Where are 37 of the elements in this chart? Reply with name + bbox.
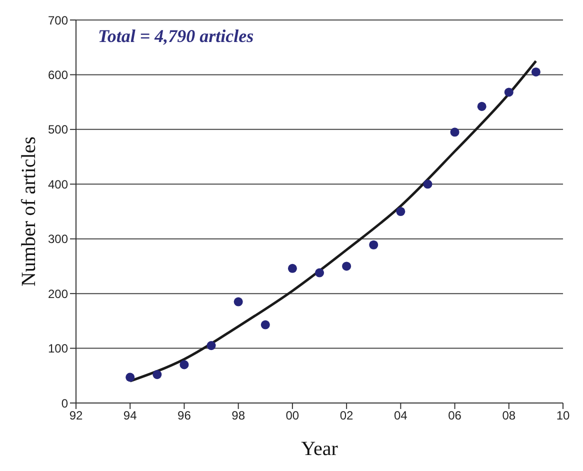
point [288, 264, 297, 273]
point [450, 128, 460, 137]
x-tick-label: 94 [123, 408, 138, 423]
point [206, 341, 216, 350]
point [234, 297, 243, 306]
x-tick-label: 00 [286, 408, 300, 423]
x-tick-label: 06 [448, 408, 462, 423]
y-tick-label: 300 [48, 232, 68, 246]
x-axis-title: Year [301, 438, 338, 460]
point [396, 206, 406, 216]
x-tick-label: 04 [394, 408, 408, 423]
point [531, 67, 540, 76]
point [504, 88, 514, 97]
x-tick-label: 96 [178, 408, 192, 423]
point [342, 262, 352, 271]
y-tick-label: 200 [48, 286, 68, 301]
y-tick-label: 100 [48, 342, 68, 356]
y-tick-label: 0 [61, 396, 68, 410]
point [369, 240, 378, 250]
y-tick-label: 400 [48, 177, 68, 192]
annotation: Total = 4,790 articles [98, 26, 254, 47]
point [423, 180, 432, 189]
point [126, 372, 135, 382]
y-tick-label: 700 [48, 13, 68, 28]
point [260, 320, 270, 330]
x-tick-label: 92 [69, 408, 83, 423]
y-tick-label: 500 [48, 122, 68, 137]
point [477, 102, 486, 111]
x-tick-label: 08 [502, 408, 516, 423]
y-axis-title: Number of articles [18, 136, 40, 286]
point [180, 360, 189, 370]
x-tick-label: 98 [232, 408, 246, 423]
point [314, 268, 324, 278]
y-tick-label: 600 [48, 68, 68, 82]
point [152, 370, 162, 380]
x-tick-label: 02 [340, 408, 354, 423]
x-tick-label: 10 [556, 408, 570, 423]
